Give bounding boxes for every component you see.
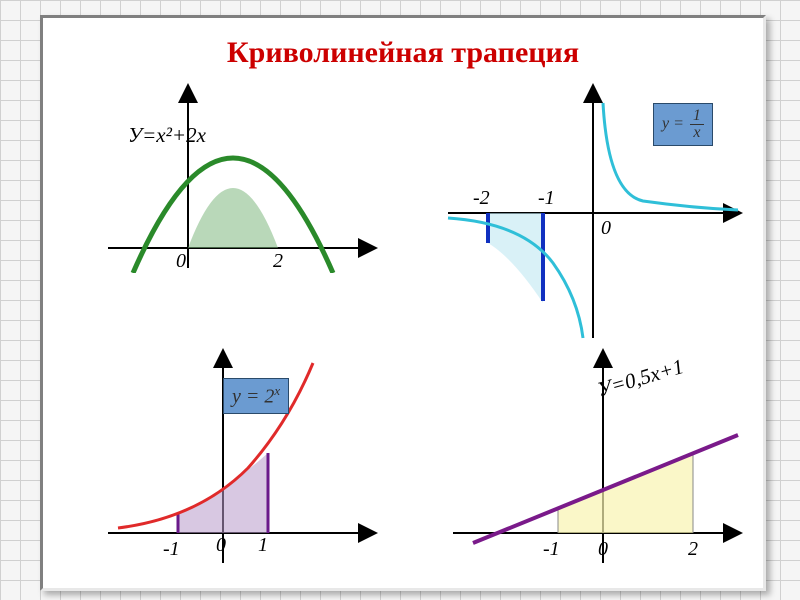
plot-linear: У=0,5х+1 -1 0 2 [443,348,743,568]
plot1-zero: 0 [176,250,186,273]
plot-exponential: у = 2х -1 0 1 [98,348,378,568]
plot3-one: 1 [258,534,268,557]
plot3-zero: 0 [216,534,226,557]
plot-hyperbola: у = 1 х -2 -1 0 [443,83,743,343]
plot4-zero: 0 [598,538,608,561]
plot4-svg [443,348,743,568]
plot2-m1: -1 [538,187,555,210]
plot3-m1: -1 [163,538,180,561]
plot-parabola: У=х²+2х 0 2 [98,83,378,273]
plot2-eq-num: 1 [690,108,704,125]
plot1-equation: У=х²+2х [128,123,206,148]
plot2-equation-box: у = 1 х [653,103,713,146]
plot3-eq-base: у = 2 [232,386,274,408]
plot4-two: 2 [688,538,698,561]
plot2-eq-den: х [690,125,704,141]
plot1-svg [98,83,378,273]
plot2-zero: 0 [601,217,611,240]
main-panel: Криволинейная трапеция У=х²+2х 0 2 [40,15,766,591]
plot4-m1: -1 [543,538,560,561]
plot3-eq-exp: х [274,383,280,398]
plot2-m2: -2 [473,187,490,210]
plot1-two: 2 [273,250,283,273]
plot3-equation-box: у = 2х [223,378,289,414]
plot2-eq-y: у = [662,115,684,132]
page-title: Криволинейная трапеция [43,36,763,70]
